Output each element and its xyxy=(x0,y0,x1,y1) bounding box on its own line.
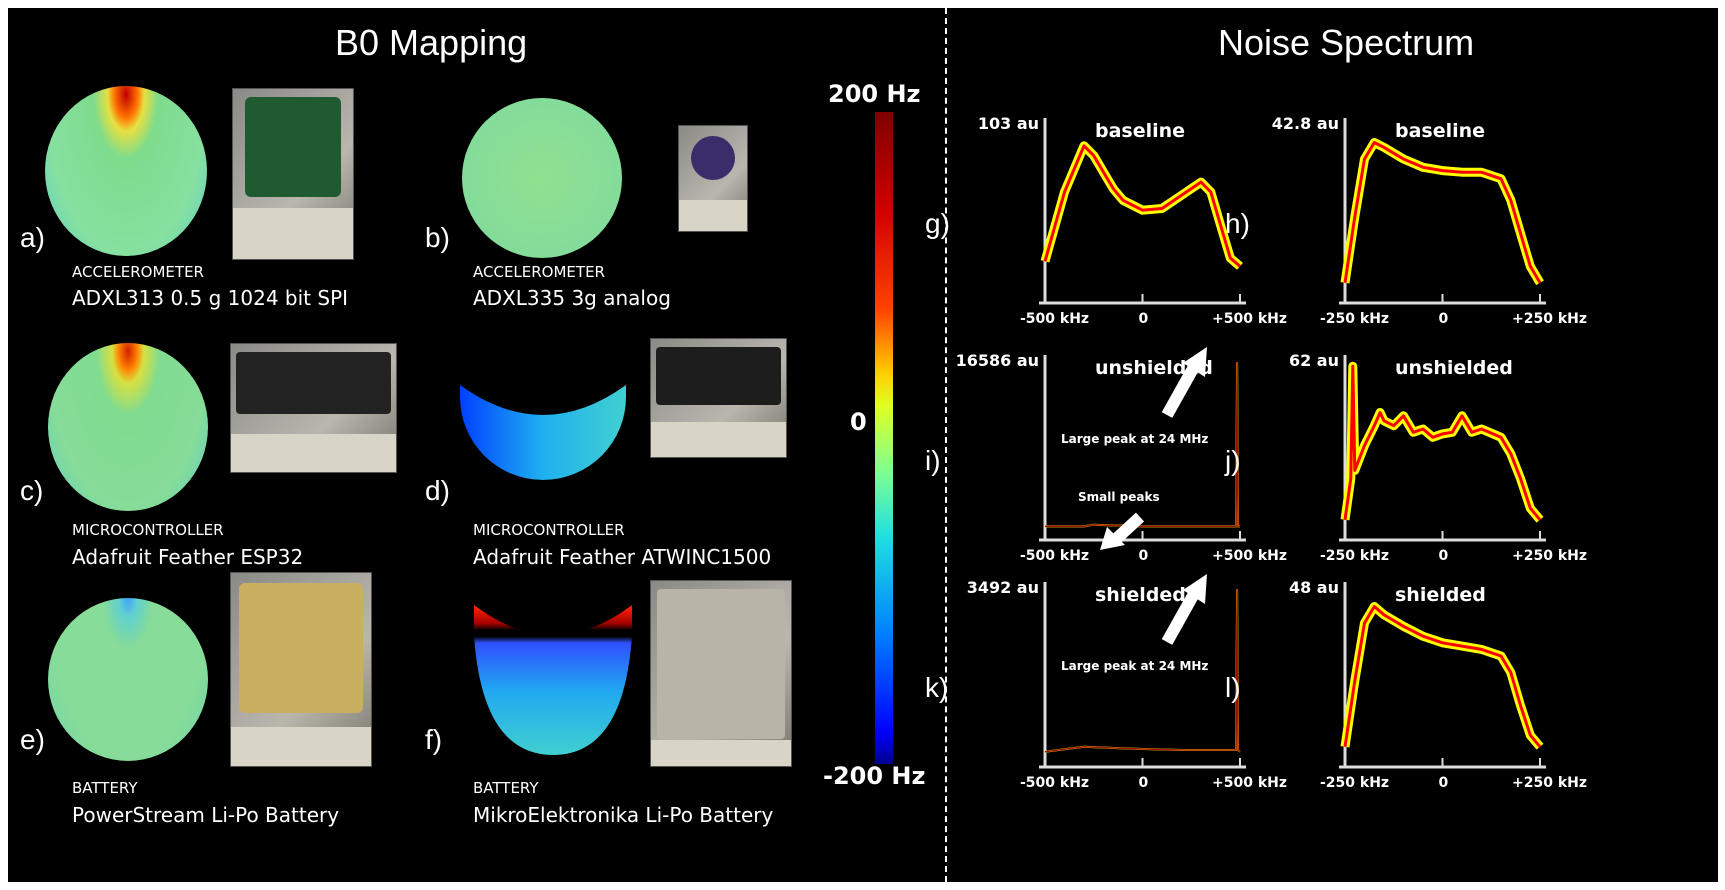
x-tick-label: +250 kHz xyxy=(1512,311,1588,327)
panel-label: h) xyxy=(1225,208,1250,239)
x-tick-label: -250 kHz xyxy=(1320,548,1390,564)
panel-label-c: c) xyxy=(20,475,44,506)
device-name-d: Adafruit Feather ATWINC1500 xyxy=(473,545,772,569)
annotation-large-peak: Large peak at 24 MHz xyxy=(1061,659,1209,673)
panel-label-f: f) xyxy=(425,724,443,755)
arrow-icon xyxy=(1161,589,1201,645)
panel-label: j) xyxy=(1225,445,1241,476)
category-f: BATTERY xyxy=(473,779,539,797)
x-tick-label: -500 kHz xyxy=(1020,311,1090,327)
annotation-large-peak: Large peak at 24 MHz xyxy=(1061,432,1209,446)
x-tick-label: +500 kHz xyxy=(1212,548,1288,564)
annotation-small-peaks: Small peaks xyxy=(1078,490,1160,504)
arrow-icon xyxy=(1161,362,1201,418)
photo-b xyxy=(678,125,748,232)
device-name-c: Adafruit Feather ESP32 xyxy=(72,545,304,569)
noise-band-series xyxy=(1340,361,1544,523)
panel-label-d: d) xyxy=(425,475,450,506)
category-b: ACCELEROMETER xyxy=(473,263,605,281)
colorbar-max-label: 200 Hz xyxy=(828,80,921,108)
arrow-icon xyxy=(1110,512,1145,545)
x-tick-label: 0 xyxy=(1138,548,1149,564)
device-name-b: ADXL335 3g analog xyxy=(473,286,671,310)
mean-series xyxy=(1043,144,1241,268)
photo-d xyxy=(650,338,787,458)
y-max-label: 42.8 au xyxy=(1271,114,1339,133)
photo-a xyxy=(232,88,354,260)
photo-c xyxy=(230,343,397,473)
category-c: MICROCONTROLLER xyxy=(72,521,224,539)
x-tick-label: -250 kHz xyxy=(1320,775,1390,791)
plot-title: baseline xyxy=(1095,120,1186,142)
x-tick-label: +250 kHz xyxy=(1512,775,1588,791)
plot-title: unshielded xyxy=(1095,357,1213,379)
y-max-label: 48 au xyxy=(1288,578,1339,597)
arrow-head-icon xyxy=(1183,574,1207,604)
panel-label-b: b) xyxy=(425,222,450,253)
plot-title: shielded xyxy=(1395,584,1486,606)
panel-label: k) xyxy=(925,672,949,703)
plot-title: baseline xyxy=(1395,120,1486,142)
b0-map-e xyxy=(48,598,208,761)
category-d: MICROCONTROLLER xyxy=(473,521,625,539)
b0-map-b xyxy=(462,98,622,258)
b0-map-a xyxy=(45,86,207,256)
x-tick-label: +250 kHz xyxy=(1512,548,1588,564)
colorbar xyxy=(875,112,893,764)
category-a: ACCELEROMETER xyxy=(72,263,204,281)
arrow-head-icon xyxy=(1183,347,1207,377)
category-e: BATTERY xyxy=(72,779,138,797)
plot-title: shielded xyxy=(1095,584,1186,606)
x-tick-label: +500 kHz xyxy=(1212,311,1288,327)
y-max-label: 16586 au xyxy=(955,351,1039,370)
device-name-e: PowerStream Li-Po Battery xyxy=(72,803,340,827)
device-name-f: MikroElektronika Li-Po Battery xyxy=(473,803,774,827)
title-noise-spectrum: Noise Spectrum xyxy=(1218,22,1475,63)
panel-label-a: a) xyxy=(20,222,45,253)
panel-label-e: e) xyxy=(20,724,45,755)
mean-series xyxy=(1343,605,1542,748)
x-tick-label: -250 kHz xyxy=(1320,311,1390,327)
colorbar-min-label: -200 Hz xyxy=(823,762,926,790)
x-tick-label: -500 kHz xyxy=(1020,548,1090,564)
mean-series xyxy=(1343,141,1542,284)
y-max-label: 3492 au xyxy=(966,578,1039,597)
photo-f xyxy=(650,580,792,767)
panel-label: g) xyxy=(925,208,950,239)
device-name-a: ADXL313 0.5 g 1024 bit SPI xyxy=(72,286,349,310)
noise-band-series xyxy=(1040,141,1243,270)
x-tick-label: -500 kHz xyxy=(1020,775,1090,791)
x-tick-label: 0 xyxy=(1138,311,1149,327)
x-tick-label: +500 kHz xyxy=(1212,775,1288,791)
y-max-label: 103 au xyxy=(977,114,1039,133)
arrow-head-icon xyxy=(1100,527,1125,550)
plot-title: unshielded xyxy=(1395,357,1513,379)
colorbar-mid-label: 0 xyxy=(850,408,867,436)
mean-series xyxy=(1343,364,1542,521)
mean-series xyxy=(1044,589,1241,753)
x-tick-label: 0 xyxy=(1438,311,1449,327)
panel-label: i) xyxy=(925,445,941,476)
mean-series xyxy=(1045,362,1240,528)
y-max-label: 62 au xyxy=(1288,351,1339,370)
panel-label: l) xyxy=(1225,672,1241,703)
noise-band-series xyxy=(1340,138,1544,286)
divider xyxy=(945,8,947,882)
title-b0-mapping: B0 Mapping xyxy=(335,22,528,63)
photo-e xyxy=(230,572,372,767)
x-tick-label: 0 xyxy=(1438,548,1449,564)
x-tick-label: 0 xyxy=(1138,775,1149,791)
b0-map-c xyxy=(48,343,208,511)
x-tick-label: 0 xyxy=(1438,775,1449,791)
